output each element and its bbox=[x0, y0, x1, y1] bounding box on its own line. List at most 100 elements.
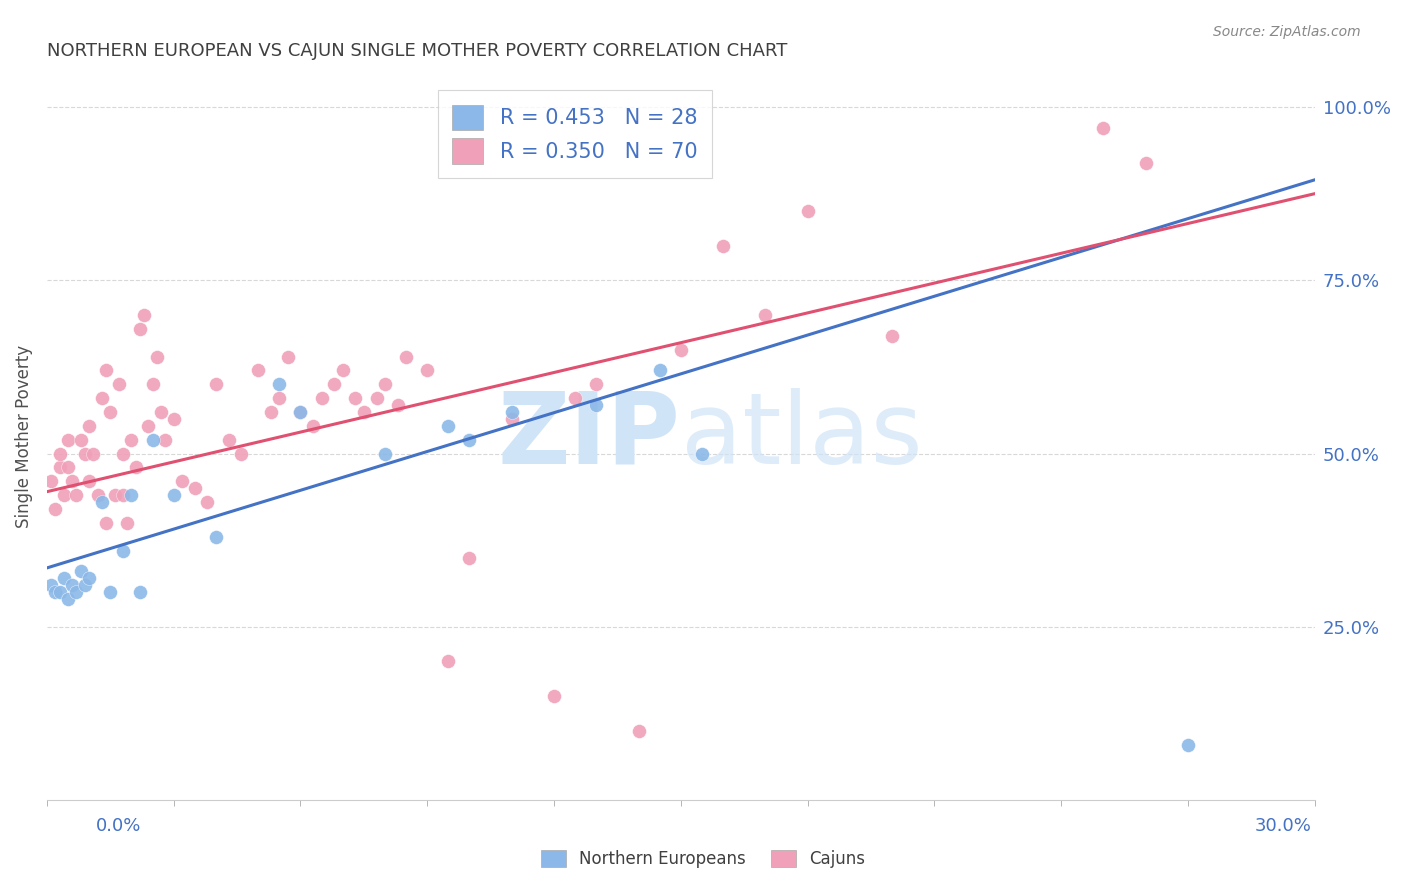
Text: 30.0%: 30.0% bbox=[1256, 817, 1312, 835]
Point bbox=[65, 585, 87, 599]
Point bbox=[711, 238, 734, 252]
Point bbox=[648, 363, 671, 377]
Point bbox=[395, 350, 418, 364]
Point bbox=[141, 433, 163, 447]
Point bbox=[73, 578, 96, 592]
Point bbox=[184, 481, 207, 495]
Point bbox=[39, 578, 62, 592]
Point bbox=[269, 391, 291, 405]
Point bbox=[48, 460, 70, 475]
Point bbox=[141, 377, 163, 392]
Point bbox=[52, 571, 75, 585]
Point bbox=[120, 488, 142, 502]
Point bbox=[585, 377, 607, 392]
Point bbox=[218, 433, 240, 447]
Point bbox=[260, 405, 283, 419]
Point bbox=[128, 322, 150, 336]
Text: ZIP: ZIP bbox=[498, 388, 681, 484]
Point bbox=[56, 592, 79, 607]
Point bbox=[585, 398, 607, 412]
Point bbox=[458, 550, 481, 565]
Point bbox=[501, 405, 523, 419]
Point bbox=[277, 350, 299, 364]
Point bbox=[77, 571, 100, 585]
Point bbox=[387, 398, 409, 412]
Point bbox=[150, 405, 173, 419]
Point bbox=[163, 488, 186, 502]
Point bbox=[416, 363, 439, 377]
Point bbox=[163, 412, 186, 426]
Point bbox=[44, 585, 66, 599]
Point bbox=[48, 446, 70, 460]
Point bbox=[458, 433, 481, 447]
Point bbox=[323, 377, 346, 392]
Point bbox=[111, 488, 134, 502]
Point bbox=[269, 377, 291, 392]
Point bbox=[437, 655, 460, 669]
Text: atlas: atlas bbox=[681, 388, 922, 484]
Point bbox=[94, 363, 117, 377]
Point bbox=[73, 446, 96, 460]
Point bbox=[145, 350, 167, 364]
Point bbox=[44, 502, 66, 516]
Point bbox=[39, 475, 62, 489]
Point bbox=[627, 723, 650, 738]
Text: Source: ZipAtlas.com: Source: ZipAtlas.com bbox=[1213, 25, 1361, 39]
Point bbox=[111, 543, 134, 558]
Point bbox=[98, 585, 121, 599]
Point bbox=[543, 689, 565, 703]
Point bbox=[65, 488, 87, 502]
Legend: R = 0.453   N = 28, R = 0.350   N = 70: R = 0.453 N = 28, R = 0.350 N = 70 bbox=[437, 90, 713, 178]
Point bbox=[311, 391, 333, 405]
Point bbox=[501, 412, 523, 426]
Point bbox=[669, 343, 692, 357]
Point bbox=[205, 377, 228, 392]
Point bbox=[107, 377, 129, 392]
Point bbox=[247, 363, 270, 377]
Text: 0.0%: 0.0% bbox=[96, 817, 141, 835]
Point bbox=[197, 495, 219, 509]
Point bbox=[880, 328, 903, 343]
Point bbox=[90, 495, 112, 509]
Point bbox=[48, 585, 70, 599]
Point bbox=[290, 405, 312, 419]
Text: NORTHERN EUROPEAN VS CAJUN SINGLE MOTHER POVERTY CORRELATION CHART: NORTHERN EUROPEAN VS CAJUN SINGLE MOTHER… bbox=[46, 42, 787, 60]
Point bbox=[60, 475, 83, 489]
Point bbox=[344, 391, 367, 405]
Point bbox=[437, 418, 460, 433]
Point bbox=[290, 405, 312, 419]
Point bbox=[98, 405, 121, 419]
Point bbox=[205, 530, 228, 544]
Point bbox=[374, 446, 396, 460]
Point bbox=[120, 433, 142, 447]
Point bbox=[172, 475, 194, 489]
Point bbox=[132, 308, 155, 322]
Point bbox=[754, 308, 776, 322]
Point bbox=[155, 433, 177, 447]
Point bbox=[366, 391, 388, 405]
Point bbox=[690, 446, 713, 460]
Point bbox=[77, 418, 100, 433]
Point bbox=[56, 433, 79, 447]
Point bbox=[111, 446, 134, 460]
Y-axis label: Single Mother Poverty: Single Mother Poverty bbox=[15, 344, 32, 528]
Point bbox=[60, 578, 83, 592]
Point bbox=[69, 565, 91, 579]
Point bbox=[103, 488, 125, 502]
Point bbox=[77, 475, 100, 489]
Point bbox=[115, 516, 138, 530]
Point bbox=[353, 405, 375, 419]
Point bbox=[1177, 738, 1199, 752]
Point bbox=[94, 516, 117, 530]
Point bbox=[1092, 120, 1115, 135]
Point bbox=[56, 460, 79, 475]
Point bbox=[90, 391, 112, 405]
Point bbox=[82, 446, 104, 460]
Point bbox=[136, 418, 159, 433]
Point bbox=[302, 418, 325, 433]
Point bbox=[374, 377, 396, 392]
Point bbox=[86, 488, 108, 502]
Legend: Northern Europeans, Cajuns: Northern Europeans, Cajuns bbox=[534, 843, 872, 875]
Point bbox=[69, 433, 91, 447]
Point bbox=[1135, 155, 1157, 169]
